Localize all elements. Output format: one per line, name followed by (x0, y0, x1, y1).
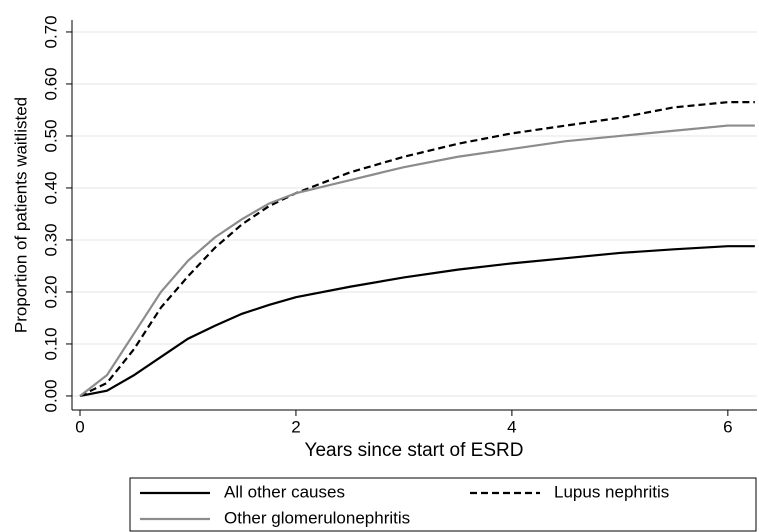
y-tick-label: 0.20 (41, 275, 60, 308)
y-tick-label: 0.70 (41, 15, 60, 48)
x-tick-label: 4 (507, 417, 516, 436)
legend-label: All other causes (224, 482, 345, 501)
x-tick-label: 6 (723, 417, 732, 436)
y-tick-label: 0.40 (41, 171, 60, 204)
y-tick-label: 0.00 (41, 379, 60, 412)
line-series (79, 245, 755, 398)
y-tick-label: 0.60 (41, 67, 60, 100)
y-tick-label: 0.10 (41, 327, 60, 360)
line-series (79, 124, 755, 397)
y-tick-label: 0.50 (41, 119, 60, 152)
y-axis-title: Proportion of patients waitlisted (11, 97, 30, 333)
line-series (79, 101, 755, 397)
legend-label: Other glomerulonephritis (224, 508, 410, 527)
legend-label: Lupus nephritis (554, 482, 669, 501)
x-tick-label: 2 (291, 417, 300, 436)
x-axis-title: Years since start of ESRD (305, 440, 524, 461)
x-tick-label: 0 (75, 417, 84, 436)
y-tick-label: 0.30 (41, 223, 60, 256)
legend-box (129, 477, 757, 532)
